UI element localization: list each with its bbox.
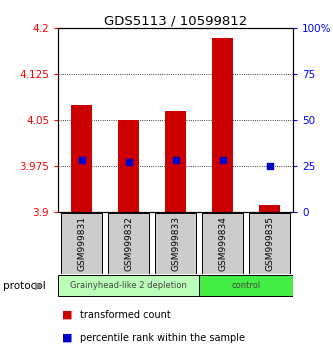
Text: GSM999832: GSM999832	[124, 216, 133, 271]
FancyBboxPatch shape	[155, 213, 196, 274]
FancyBboxPatch shape	[58, 275, 199, 296]
Bar	[212, 38, 233, 212]
Text: ▶: ▶	[35, 281, 44, 291]
Title: GDS5113 / 10599812: GDS5113 / 10599812	[104, 14, 247, 27]
Text: protocol: protocol	[3, 281, 46, 291]
Bar	[259, 205, 280, 212]
FancyBboxPatch shape	[249, 213, 290, 274]
Text: GSM999834: GSM999834	[218, 216, 227, 271]
Text: ■: ■	[62, 333, 72, 343]
Text: GSM999833: GSM999833	[171, 216, 180, 271]
Bar	[118, 120, 139, 212]
Text: GSM999835: GSM999835	[265, 216, 274, 271]
Text: control: control	[231, 281, 261, 290]
Bar	[165, 111, 186, 212]
Text: transformed count: transformed count	[80, 310, 171, 320]
Point	[220, 157, 225, 163]
FancyBboxPatch shape	[202, 213, 243, 274]
FancyBboxPatch shape	[199, 275, 293, 296]
Point	[79, 157, 84, 163]
Text: percentile rank within the sample: percentile rank within the sample	[80, 333, 245, 343]
Point	[126, 159, 131, 165]
Text: GSM999831: GSM999831	[77, 216, 86, 271]
Bar	[71, 105, 92, 212]
Point	[267, 164, 272, 169]
Text: Grainyhead-like 2 depletion: Grainyhead-like 2 depletion	[70, 281, 187, 290]
FancyBboxPatch shape	[108, 213, 150, 274]
FancyBboxPatch shape	[61, 213, 103, 274]
Text: ■: ■	[62, 310, 72, 320]
Point	[173, 157, 178, 163]
